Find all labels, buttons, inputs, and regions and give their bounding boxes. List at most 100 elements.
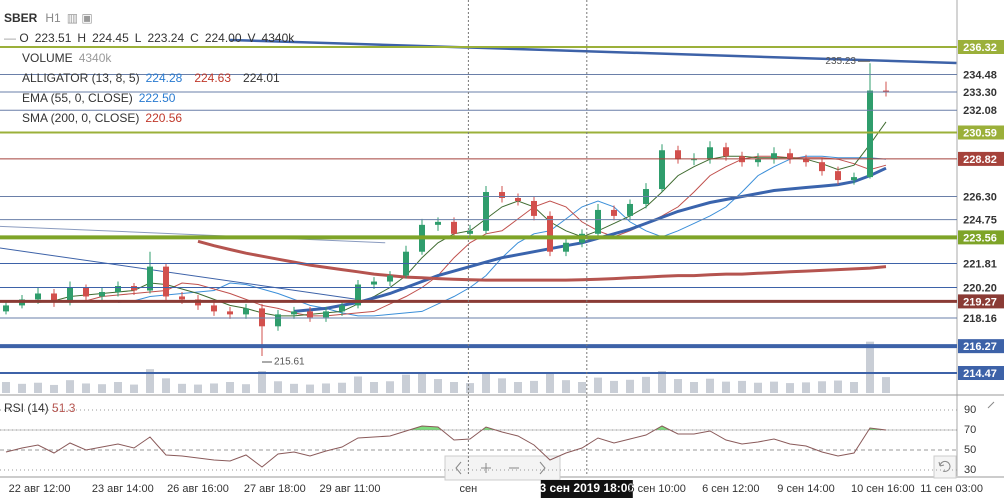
- ohlc-key: V: [247, 31, 256, 45]
- candle-body: [323, 311, 329, 318]
- volume-bar: [658, 371, 666, 393]
- volume-bar: [450, 382, 458, 393]
- candle-body: [483, 192, 489, 231]
- price-label: 226.30: [963, 191, 997, 203]
- legend: SBER H1 ▥ ▣ — O 223.51 H 224.45 L 223.24 C 224.00…: [4, 8, 300, 128]
- volume-bar: [354, 376, 362, 393]
- volume-bar: [18, 383, 26, 393]
- candle-body: [723, 147, 729, 157]
- volume-bar: [594, 377, 602, 393]
- level-label-bg: [958, 151, 1004, 166]
- indicator-row[interactable]: ALLIGATOR (13, 8, 5) 224.28 224.63 224.01: [4, 68, 300, 88]
- price-label: 216.27: [963, 341, 997, 353]
- volume-bar: [178, 383, 186, 393]
- volume-bar: [834, 380, 842, 393]
- time-label: 10 сен 16:00: [851, 483, 915, 495]
- level-label-bg: [958, 294, 1004, 309]
- volume-bar: [34, 382, 42, 393]
- time-label: 22 авг 12:00: [9, 483, 71, 495]
- zoom-in[interactable]: [481, 463, 491, 473]
- timeframe[interactable]: H1: [45, 11, 61, 25]
- volume-bar: [690, 382, 698, 393]
- volume-bar: [578, 382, 586, 393]
- candle-body: [371, 281, 377, 285]
- volume-bar: [866, 341, 874, 393]
- candle-body: [163, 266, 169, 297]
- ohlc-value: 223.51: [34, 31, 72, 45]
- nav-right[interactable]: [539, 461, 546, 475]
- volume-bar: [722, 381, 730, 393]
- volume-bar: [850, 382, 858, 393]
- level-label-bg: [958, 103, 1004, 118]
- candle-body: [659, 150, 665, 190]
- candle-body: [387, 275, 393, 282]
- level-label-bg: [958, 39, 1004, 54]
- nav-left[interactable]: [455, 461, 462, 475]
- rsi-legend: RSI (14) 51.3: [4, 401, 75, 415]
- rsi-value: 51.3: [52, 401, 76, 415]
- time-label: 6 сен 12:00: [702, 483, 759, 495]
- trend-line: [0, 247, 359, 300]
- level-label-bg: [958, 280, 1004, 295]
- candle-body: [51, 293, 57, 303]
- candle-body: [307, 311, 313, 318]
- volume-bar: [674, 379, 682, 393]
- volume-bar: [754, 382, 762, 393]
- level-label-bg: [958, 256, 1004, 271]
- nav-buttons[interactable]: [444, 455, 561, 481]
- candle-body: [755, 159, 761, 163]
- level-label-bg: [958, 230, 1004, 245]
- reset-button[interactable]: [933, 455, 957, 479]
- time-label: сен: [460, 483, 478, 495]
- volume-bar: [706, 378, 714, 393]
- volume-bar: [290, 383, 298, 393]
- volume-bar: [82, 383, 90, 393]
- candle-body: [211, 305, 217, 312]
- candle-body: [83, 287, 89, 297]
- indicator-line: [197, 239, 887, 282]
- ohlc-key: L: [134, 31, 142, 45]
- rsi-tick-label: 90: [964, 404, 976, 416]
- candle-body: [803, 159, 809, 163]
- volume-bar: [738, 380, 746, 393]
- rsi-tick-label: 70: [964, 424, 976, 436]
- candle-body: [99, 291, 105, 297]
- price-label: 236.32: [963, 42, 997, 54]
- candle-body: [355, 284, 361, 306]
- volume-bar: [146, 369, 154, 393]
- candle-body: [227, 311, 233, 315]
- price-label: 234.48: [963, 69, 997, 81]
- time-label: 26 авг 16:00: [167, 483, 229, 495]
- indicator-row[interactable]: VOLUME 4340k: [4, 48, 300, 68]
- candle-body: [67, 287, 73, 303]
- candle-body: [691, 159, 697, 161]
- level-label-bg: [958, 339, 1004, 354]
- toolbar-icons[interactable]: ▥ ▣: [66, 11, 93, 25]
- trend-line: [0, 225, 386, 244]
- time-label: 29 авг 11:00: [319, 483, 380, 495]
- rsi-tick-label: 30: [964, 464, 976, 476]
- volume-bar: [402, 374, 410, 393]
- indicator-row[interactable]: SMA (200, 0, CLOSE) 220.56: [4, 108, 300, 128]
- volume-bar: [50, 384, 58, 393]
- price-label: 228.82: [963, 154, 997, 166]
- candle-body: [435, 221, 441, 225]
- ohlc-row: — O 223.51 H 224.45 L 223.24 C 224.00 V 4340k: [4, 31, 295, 45]
- volume-bar: [642, 376, 650, 393]
- candle-body: [675, 150, 681, 160]
- candle-body: [451, 221, 457, 234]
- price-label: 230.59: [963, 127, 997, 139]
- price-axis-bg: [957, 0, 1004, 501]
- volume-bar: [514, 382, 522, 393]
- candle-body: [867, 90, 873, 178]
- candle-body: [275, 314, 281, 327]
- volume-bar: [66, 380, 74, 393]
- level-label-bg: [958, 212, 1004, 227]
- price-label: 232.08: [963, 105, 997, 117]
- ohlc-value: 4340k: [261, 31, 295, 45]
- indicator-name: EMA (55, 0, CLOSE): [22, 91, 133, 105]
- volume-bar: [338, 382, 346, 393]
- price-annotation: 215.61: [274, 357, 305, 368]
- indicator-row[interactable]: EMA (55, 0, CLOSE) 222.50: [4, 88, 300, 108]
